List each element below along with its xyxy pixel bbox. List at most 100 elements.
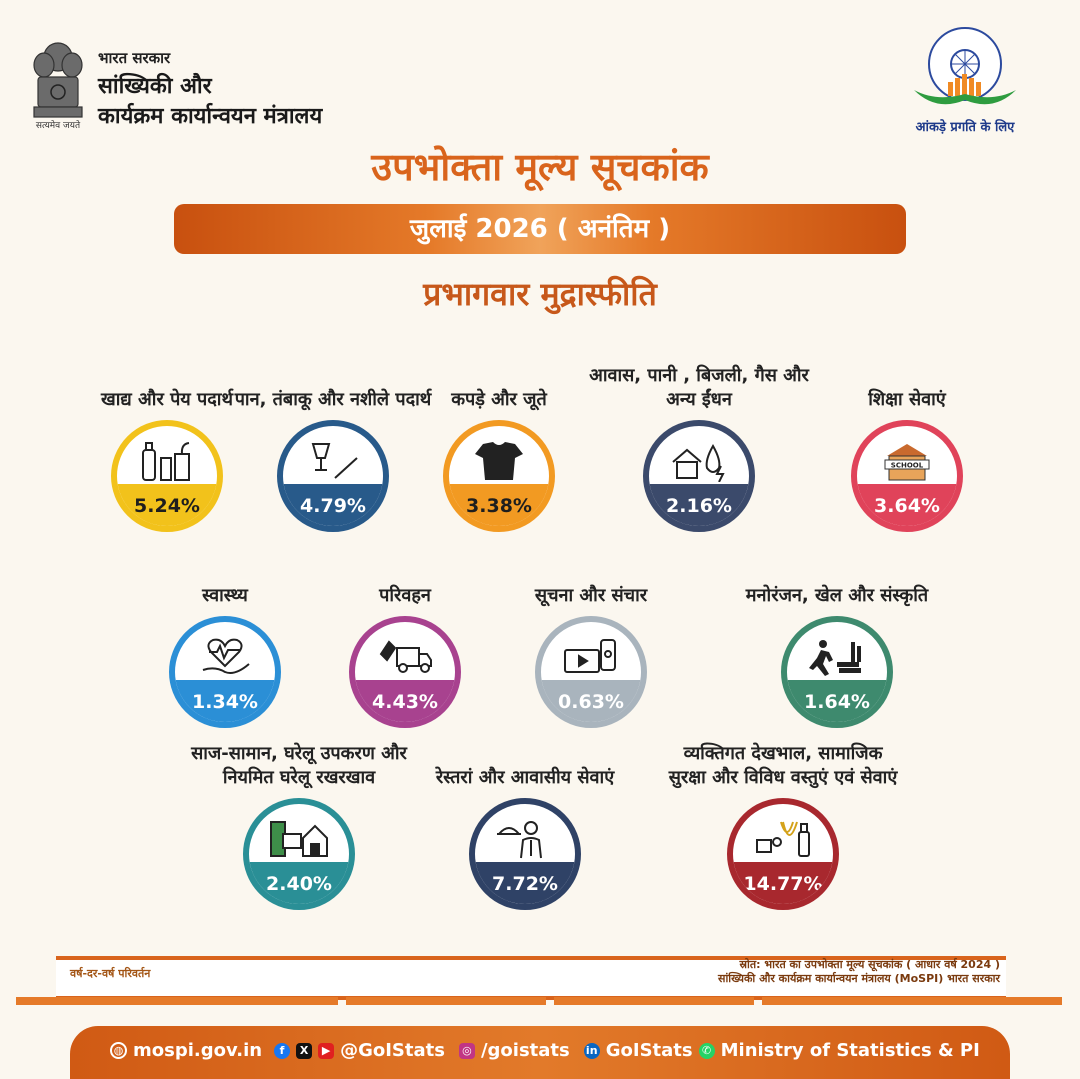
source-note: स्रोत: भारत का उपभोक्ता मूल्य सूचकांक ( … — [590, 958, 1000, 986]
waiter-icon — [496, 821, 542, 859]
runner-books-icon — [809, 640, 861, 676]
division-item: शिक्षा सेवाएं SCHOOL 3.64% — [792, 340, 1022, 532]
division-label: स्वास्थ्य — [202, 585, 248, 606]
division-badge: SCHOOL 3.64% — [851, 420, 963, 532]
division-label: कपड़े और जूते — [451, 389, 547, 410]
instagram-icon[interactable]: ◎ — [458, 1042, 475, 1059]
youtube-icon[interactable]: ▶ — [318, 1042, 335, 1059]
division-label: खाद्य और पेय पदार्थ — [101, 389, 233, 410]
divider-stripe — [346, 997, 546, 1005]
division-badge: 4.79% — [277, 420, 389, 532]
glass-cigarette-icon — [311, 443, 358, 479]
whatsapp-channel[interactable]: Ministry of Statistics & PI — [720, 1040, 980, 1061]
badge-fill — [283, 484, 383, 526]
badge-fill — [857, 484, 957, 526]
instagram-handle[interactable]: /goistats — [480, 1040, 570, 1061]
period-banner: जुलाई 2026 ( अनंतिम ) — [174, 204, 906, 254]
whatsapp-icon[interactable]: ✆ — [698, 1042, 715, 1059]
division-item: कपड़े और जूते 3.38% — [384, 340, 614, 532]
emblem-motto: सत्यमेव जयते — [35, 121, 81, 131]
badge-fill — [541, 680, 641, 722]
division-item: साज-सामान, घरेलू उपकरण और नियमित घरेलू र… — [184, 706, 414, 910]
badge-fill — [787, 680, 887, 722]
page-subtitle: प्रभागवार मुद्रास्फीति — [423, 275, 657, 313]
division-badge: 5.24% — [111, 420, 223, 532]
x-icon[interactable]: X — [296, 1042, 313, 1059]
school-icon: SCHOOL — [884, 444, 930, 481]
divider-stripe — [762, 997, 1062, 1005]
yoy-note: वर्ष-दर-वर्ष परिवर्तन — [70, 967, 151, 980]
division-item: परिवहन 4.43% — [290, 536, 520, 728]
ministry-line-2: कार्यक्रम कार्यान्वयन मंत्रालय — [98, 104, 323, 129]
division-value: 14.77% — [743, 873, 823, 895]
linkedin-icon[interactable]: in — [583, 1042, 600, 1059]
division-value: 3.38% — [466, 495, 532, 517]
badge-fill — [449, 484, 549, 526]
globe-icon: ◍ — [110, 1042, 127, 1059]
ministry-line-1: सांख्यिकी और — [98, 74, 212, 99]
division-item: व्यक्तिगत देखभाल, सामाजिक सुरक्षा और विव… — [668, 706, 898, 910]
division-value: 1.34% — [192, 691, 258, 713]
division-label: आवास, पानी , बिजली, गैस और अन्य ईंधन — [589, 365, 809, 410]
badge-fill — [649, 484, 749, 526]
divider-stripe — [16, 997, 338, 1005]
source-line-2: सांख्यिकी और कार्यक्रम कार्यान्वयन मंत्र… — [718, 972, 1000, 985]
linkedin-handle[interactable]: GoIStats — [605, 1040, 693, 1061]
tv-phone-icon — [564, 639, 616, 673]
division-badge: 2.40% — [243, 798, 355, 910]
division-badge: 0.63% — [535, 616, 647, 728]
footer-bar — [70, 1026, 1010, 1079]
goistats-handle[interactable]: @GoIStats — [340, 1040, 445, 1061]
division-value: 4.79% — [300, 495, 366, 517]
division-item: आवास, पानी , बिजली, गैस और अन्य ईंधन 2.16… — [584, 340, 814, 532]
source-line-1: स्रोत: भारत का उपभोक्ता मूल्य सूचकांक ( … — [739, 958, 1000, 971]
facebook-icon[interactable]: f — [274, 1042, 291, 1059]
badge-fill — [117, 484, 217, 526]
division-value: 1.64% — [804, 691, 870, 713]
mospi-logo-icon — [914, 27, 1016, 105]
division-label: मनोरंजन, खेल और संस्कृति — [745, 585, 929, 606]
gov-line: भारत सरकार — [98, 49, 171, 67]
footer-links: ◍ mospi.gov.in f X ▶ @GoIStats ◎ /goista… — [110, 1040, 980, 1061]
fridge-computer-home-icon — [270, 821, 328, 857]
division-item: खाद्य और पेय पदार्थ 5.24% — [52, 340, 282, 532]
division-label: रेस्तरां और आवासीय सेवाएं — [435, 767, 615, 788]
badge-fill — [249, 862, 349, 904]
division-value: 2.16% — [666, 495, 732, 517]
division-item: पान, तंबाकू और नशीले पदार्थ 4.79% — [218, 340, 448, 532]
health-heart-hand-icon — [202, 638, 250, 674]
national-emblem-icon — [33, 42, 83, 118]
division-item: मनोरंजन, खेल और संस्कृति 1.64% — [722, 536, 952, 728]
division-value: 3.64% — [874, 495, 940, 517]
website-link[interactable]: mospi.gov.in — [133, 1040, 263, 1061]
svg-text:SCHOOL: SCHOOL — [891, 462, 924, 470]
division-badge: 4.43% — [349, 616, 461, 728]
division-badge: 1.64% — [781, 616, 893, 728]
division-label: साज-सामान, घरेलू उपकरण और नियमित घरेलू र… — [191, 743, 407, 788]
division-label: सूचना और संचार — [534, 585, 648, 606]
ministry-name: भारत सरकार सांख्यिकी और कार्यक्रम कार्या… — [98, 48, 322, 130]
division-value: 2.40% — [266, 873, 332, 895]
division-label: व्यक्तिगत देखभाल, सामाजिक सुरक्षा और विव… — [668, 743, 898, 788]
division-badge: 7.72% — [469, 798, 581, 910]
division-badge: 14.77% — [727, 798, 839, 910]
house-water-power-icon — [672, 443, 725, 482]
division-badge: 2.16% — [643, 420, 755, 532]
badge-fill — [733, 862, 833, 904]
badge-fill — [355, 680, 455, 722]
division-label: परिवहन — [379, 585, 431, 606]
badge-fill — [475, 862, 575, 904]
division-item: सूचना और संचार 0.63% — [476, 536, 706, 728]
division-label: पान, तंबाकू और नशीले पदार्थ — [234, 389, 432, 410]
mospi-tagline: आंकड़े प्रगति के लिए — [915, 120, 1015, 135]
division-item: स्वास्थ्य 1.34% — [110, 536, 340, 728]
jewellery-care-icon — [756, 821, 810, 857]
badge-fill — [175, 680, 275, 722]
fuel-truck-icon — [379, 640, 432, 673]
division-value: 5.24% — [134, 495, 200, 517]
division-label: शिक्षा सेवाएं — [868, 389, 946, 410]
page-title: उपभोक्ता मूल्य सूचकांक — [371, 145, 709, 189]
division-item: रेस्तरां और आवासीय सेवाएं 7.72% — [410, 706, 640, 910]
division-value: 4.43% — [372, 691, 438, 713]
division-value: 7.72% — [492, 873, 558, 895]
